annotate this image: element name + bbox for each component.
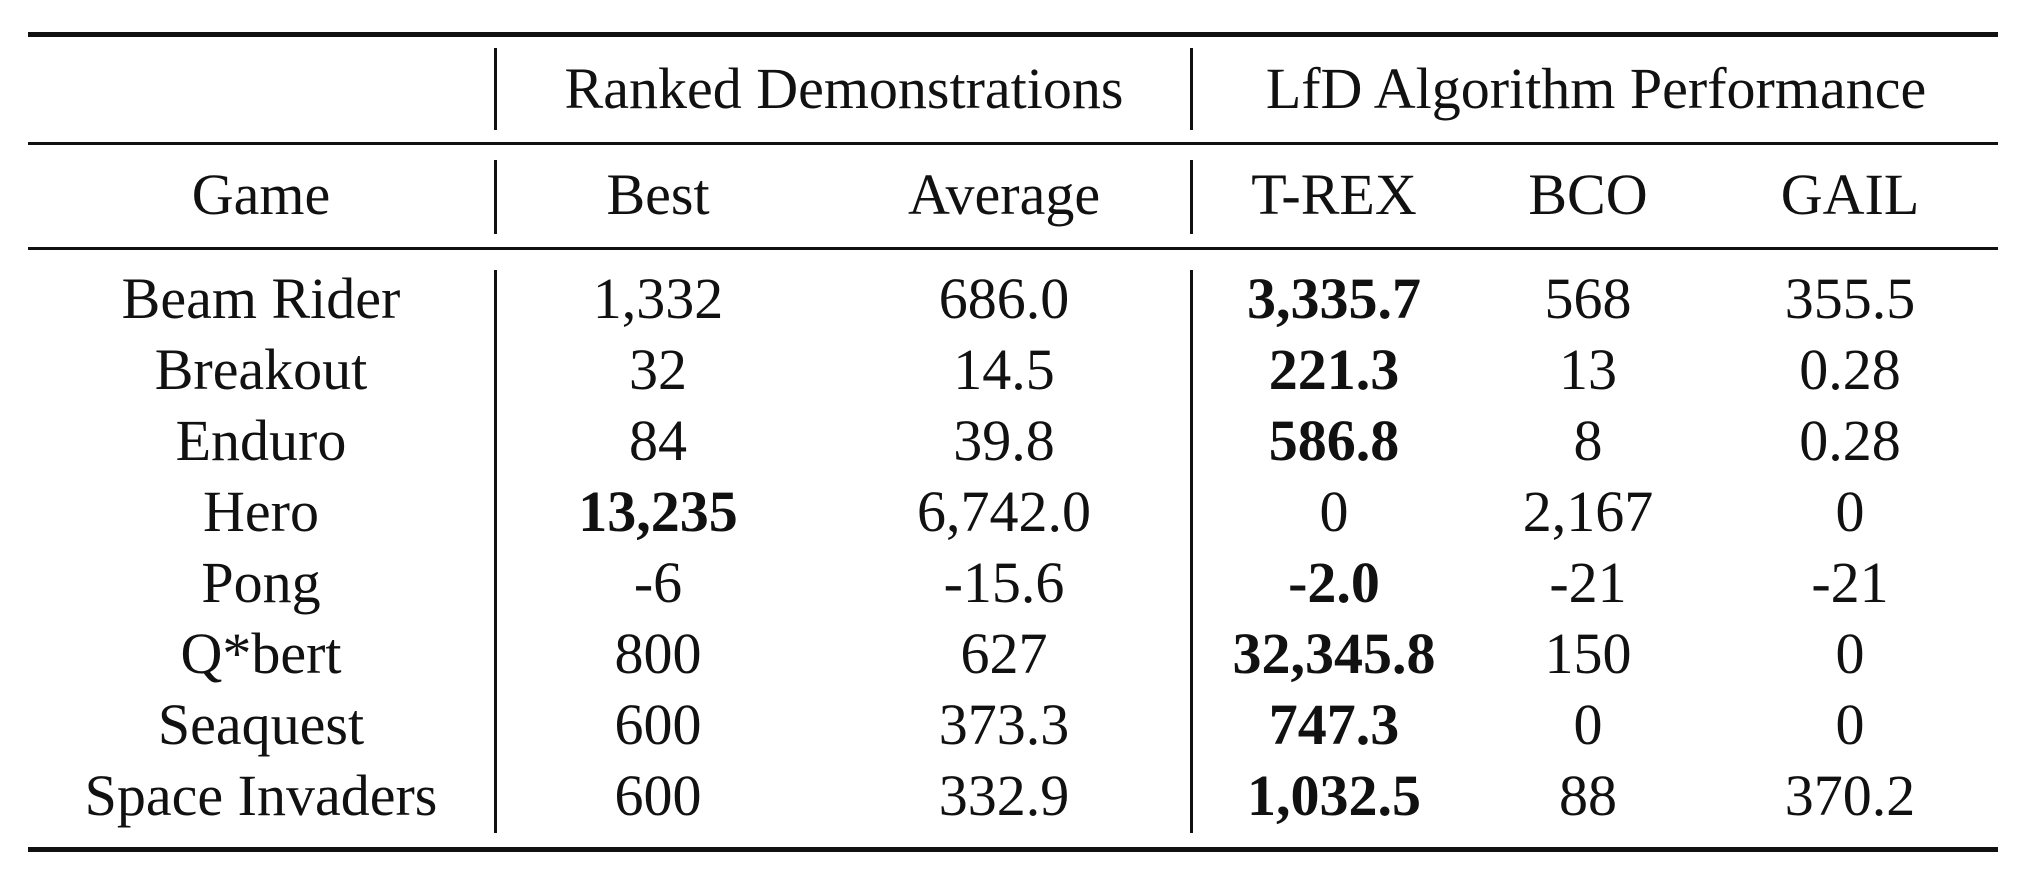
cell-best: -6 [633,550,683,615]
cell-trex: 747.3 [1268,692,1400,757]
separator-lfd-body [1190,270,1193,833]
cell-best: 600 [614,692,702,757]
cell-trex: 3,335.7 [1247,266,1421,331]
col-header-gail: GAIL [1780,162,1920,227]
cell-trex: 0 [1319,479,1349,544]
col-header-average: Average [907,162,1101,227]
results-table: Ranked Demonstrations LfD Algorithm Perf… [28,32,1998,852]
cell-game: Pong [201,550,321,615]
cell-gail: 370.2 [1784,763,1916,828]
cell-bco: 0 [1573,692,1603,757]
separator-lfd-col [1190,160,1193,234]
cell-bco: 2,167 [1522,479,1654,544]
cell-gail: 0.28 [1799,337,1901,402]
cell-average: 373.3 [938,692,1070,757]
group-header-ranked: Ranked Demonstrations [564,56,1124,121]
separator-game-header [494,48,497,130]
top-rule [28,32,1998,37]
cell-bco: 8 [1573,408,1603,473]
cell-game: Breakout [154,337,368,402]
cell-bco: 150 [1544,621,1632,686]
cell-average: 627 [960,621,1048,686]
cell-gail: 0 [1835,621,1865,686]
cell-average: 14.5 [953,337,1055,402]
cell-average: 39.8 [953,408,1055,473]
cell-average: 6,742.0 [917,479,1091,544]
cell-gail: 0 [1835,692,1865,757]
cell-bco: 88 [1559,763,1617,828]
cell-bco: -21 [1549,550,1627,615]
cell-best: 1,332 [592,266,724,331]
cell-average: -15.6 [943,550,1065,615]
cell-trex: 1,032.5 [1247,763,1421,828]
cell-game: Hero [203,479,319,544]
cell-trex: -2.0 [1288,550,1380,615]
group-header-lfd: LfD Algorithm Performance [1265,56,1927,121]
separator-game-body [494,270,497,833]
cell-bco: 568 [1544,266,1632,331]
column-header-rule [28,247,1998,250]
group-header-rule [28,142,1998,145]
cell-game: Space Invaders [84,763,438,828]
col-header-game: Game [191,162,331,227]
cell-trex: 32,345.8 [1232,621,1436,686]
cell-gail: -21 [1811,550,1889,615]
cell-bco: 13 [1559,337,1617,402]
cell-best: 32 [629,337,687,402]
cell-game: Seaquest [157,692,365,757]
cell-best: 13,235 [578,479,738,544]
col-header-bco: BCO [1528,162,1648,227]
separator-lfd-header [1190,48,1193,130]
cell-best: 600 [614,763,702,828]
cell-game: Enduro [175,408,347,473]
col-header-trex: T-REX [1251,162,1417,227]
cell-gail: 355.5 [1784,266,1916,331]
cell-game: Beam Rider [121,266,401,331]
cell-gail: 0.28 [1799,408,1901,473]
cell-best: 84 [629,408,687,473]
cell-game: Q*bert [180,621,342,686]
cell-trex: 586.8 [1268,408,1400,473]
bottom-rule [28,847,1998,852]
cell-gail: 0 [1835,479,1865,544]
separator-game-col [494,160,497,234]
col-header-best: Best [606,162,710,227]
cell-trex: 221.3 [1268,337,1400,402]
cell-average: 332.9 [938,763,1070,828]
cell-average: 686.0 [938,266,1070,331]
cell-best: 800 [614,621,702,686]
